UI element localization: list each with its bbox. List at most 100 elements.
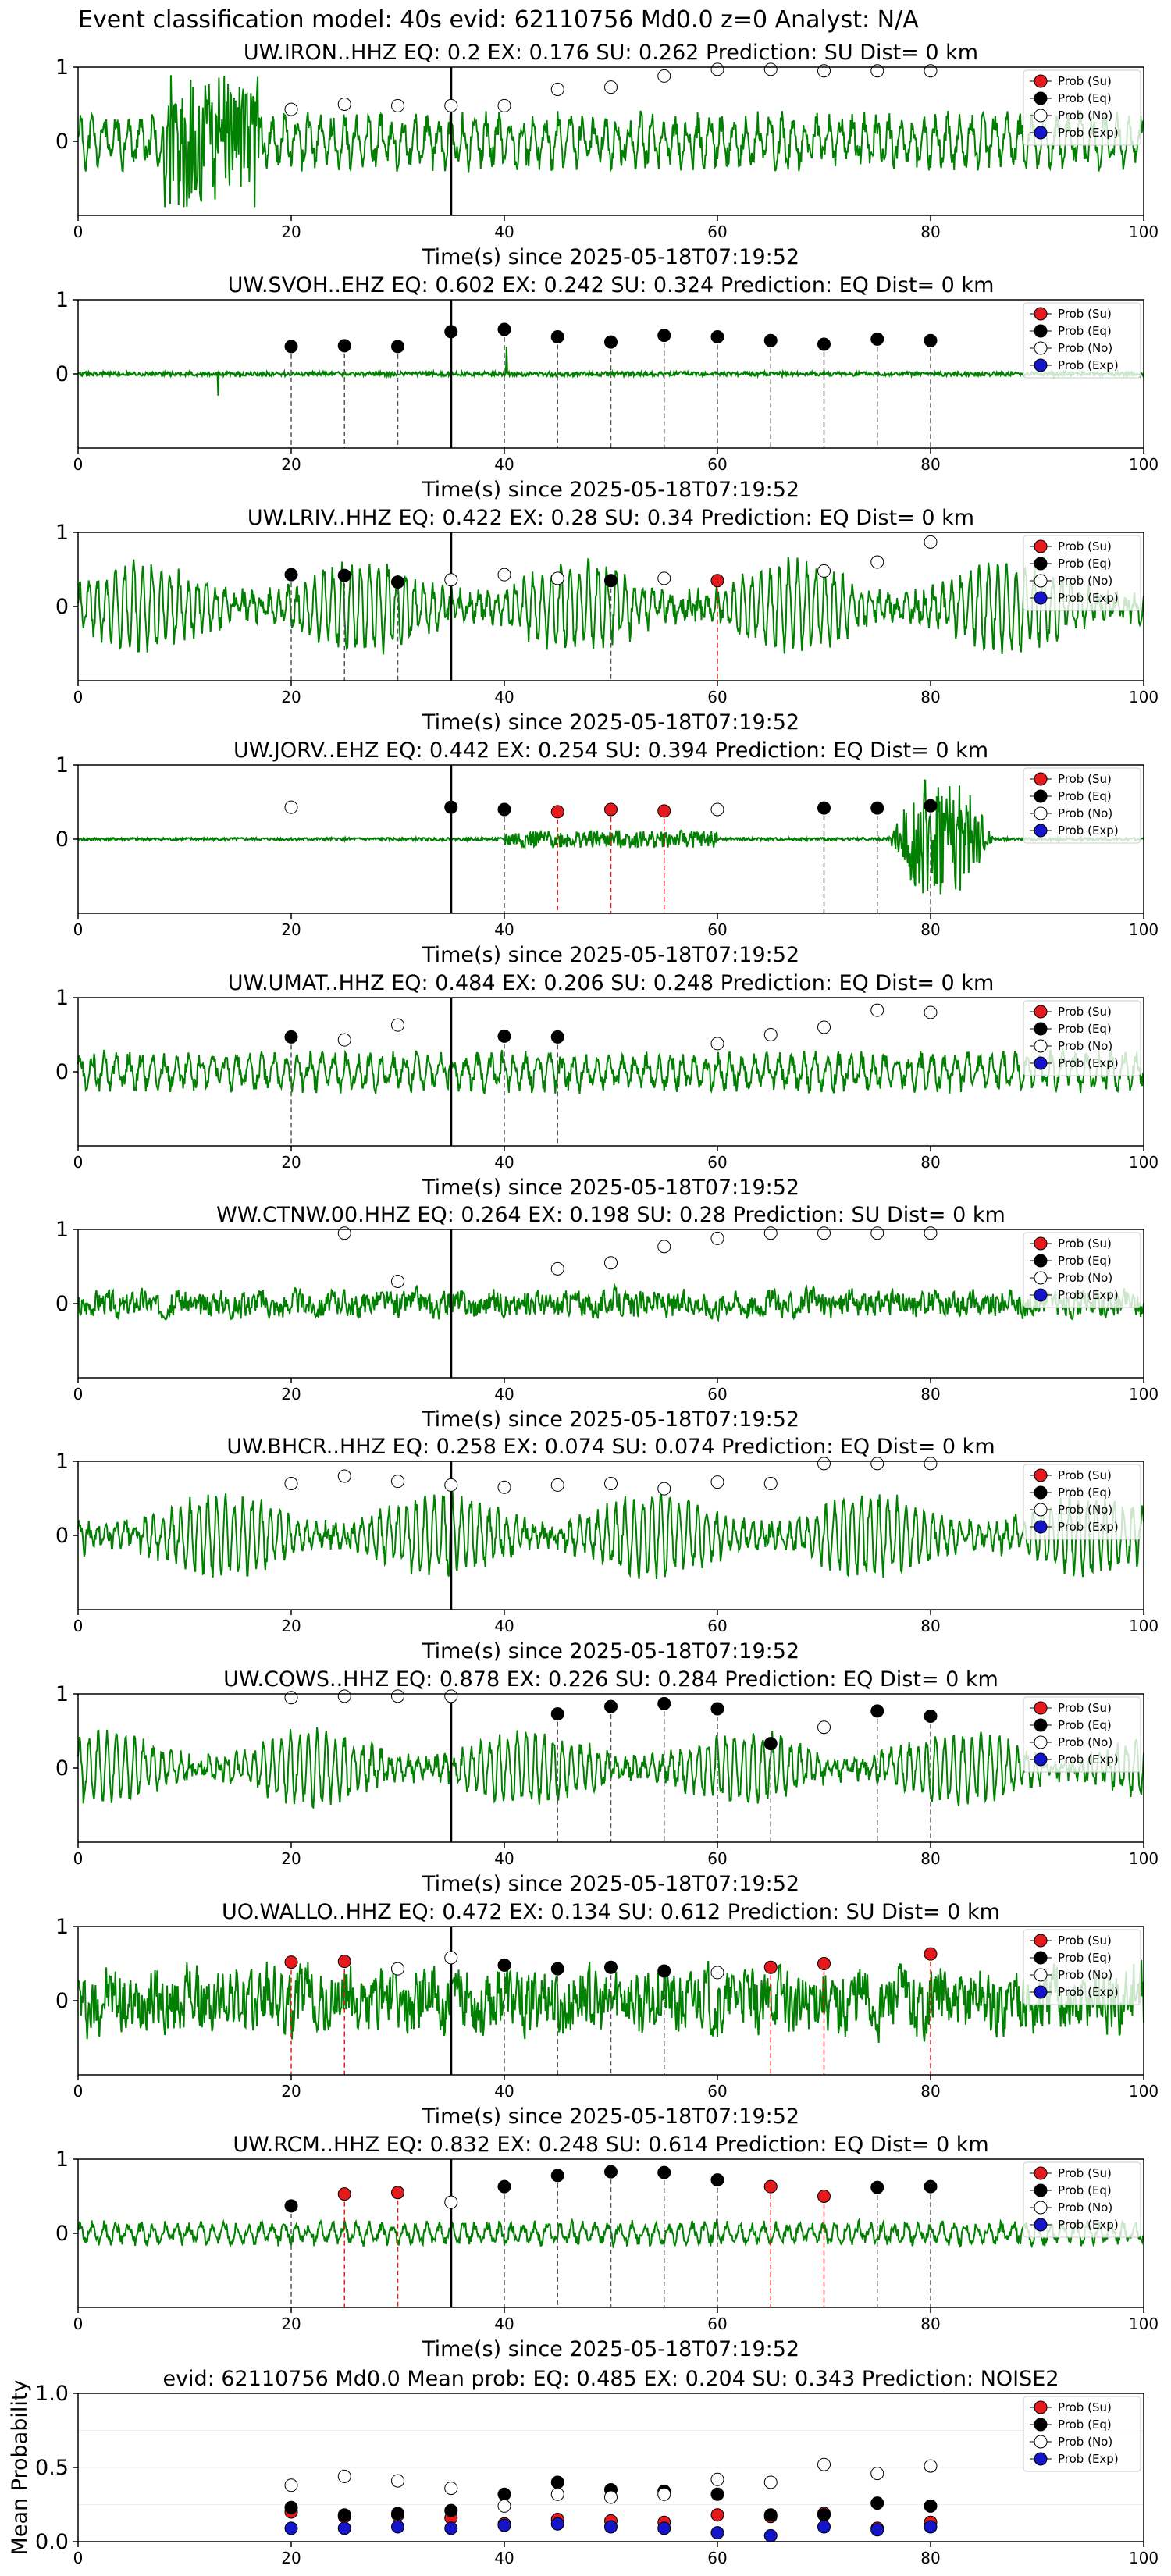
legend-label: Prob (Eq) xyxy=(1058,2183,1112,2197)
station-panel-5: WW.CTNW.00.HHZ EQ: 0.264 EX: 0.198 SU: 0… xyxy=(55,1203,1159,1432)
legend-marker-su xyxy=(1034,1005,1048,1019)
prob-point-su xyxy=(817,1957,831,1970)
legend-frame xyxy=(1023,1929,1141,2005)
x-tick-label: 80 xyxy=(920,1617,940,1635)
legend-marker-su xyxy=(1034,307,1048,321)
x-tick-label: 100 xyxy=(1129,2314,1159,2333)
y-tick-label: 1 xyxy=(55,986,69,1010)
y-tick-label: 1 xyxy=(55,1218,69,1242)
legend-label: Prob (No) xyxy=(1058,1271,1112,1285)
legend-marker-su xyxy=(1034,1468,1048,1482)
prob-point-eq xyxy=(817,337,831,351)
prob-point-eq xyxy=(550,1707,564,1721)
prob-point-no xyxy=(817,1226,831,1240)
x-tick-label: 100 xyxy=(1129,688,1159,706)
legend-label: Prob (Su) xyxy=(1058,74,1112,88)
x-tick-label: 60 xyxy=(707,1849,727,1868)
legend-marker-exp xyxy=(1034,1288,1048,1302)
prob-point-su xyxy=(391,2186,404,2200)
mean-prob-point-no xyxy=(604,2490,618,2504)
x-axis-label: Time(s) since 2025-05-18T07:19:52 xyxy=(422,2337,799,2361)
prob-point-eq xyxy=(284,1030,298,1044)
prob-point-su xyxy=(284,1955,298,1969)
legend-frame xyxy=(1023,69,1141,146)
legend-label: Prob (Exp) xyxy=(1058,1752,1119,1767)
panel-title: UW.UMAT..HHZ EQ: 0.484 EX: 0.206 SU: 0.2… xyxy=(228,971,995,995)
legend-label: Prob (Exp) xyxy=(1058,358,1119,372)
mean-prob-point-exp xyxy=(391,2520,404,2534)
prob-point-eq xyxy=(391,575,404,589)
legend-marker-no xyxy=(1034,1271,1048,1285)
x-tick-label: 80 xyxy=(920,2549,940,2567)
x-tick-label: 60 xyxy=(707,2549,727,2567)
prob-point-no xyxy=(870,64,884,78)
x-tick-label: 20 xyxy=(281,1849,301,1868)
prob-point-eq xyxy=(550,1962,564,1976)
legend-marker-exp xyxy=(1034,824,1048,838)
mean-prob-point-eq xyxy=(924,2499,938,2513)
legend-label: Prob (Exp) xyxy=(1058,1056,1119,1070)
legend-marker-no xyxy=(1034,1039,1048,1053)
prob-point-eq xyxy=(604,1699,618,1713)
panel-title: UW.LRIV..HHZ EQ: 0.422 EX: 0.28 SU: 0.34… xyxy=(247,506,974,530)
mean-prob-point-exp xyxy=(284,2521,298,2535)
figure-title: Event classification model: 40s evid: 62… xyxy=(78,6,919,34)
prob-point-no xyxy=(550,1478,564,1492)
station-panel-9: UW.RCM..HHZ EQ: 0.832 EX: 0.248 SU: 0.61… xyxy=(55,2133,1159,2361)
legend-label: Prob (Su) xyxy=(1058,772,1112,786)
prob-point-eq xyxy=(497,2179,511,2194)
x-tick-label: 0 xyxy=(73,2549,84,2567)
mean-prob-point-no xyxy=(924,2459,938,2473)
mean-prob-point-no xyxy=(817,2457,831,2471)
mean-prob-point-no xyxy=(337,2469,351,2483)
legend-marker-su xyxy=(1034,2166,1048,2180)
x-tick-label: 80 xyxy=(920,920,940,939)
prob-point-eq xyxy=(763,1737,778,1751)
mean-prob-point-eq xyxy=(550,2475,564,2489)
mean-prob-point-exp xyxy=(497,2518,511,2532)
legend-marker-su xyxy=(1034,772,1048,786)
legend-label: Prob (No) xyxy=(1058,109,1112,123)
legend-marker-exp xyxy=(1034,1056,1048,1070)
y-axis-label: Mean Probability xyxy=(8,2380,32,2556)
x-tick-label: 80 xyxy=(920,2314,940,2333)
legend-label: Prob (Eq) xyxy=(1058,324,1112,338)
legend-marker-exp xyxy=(1034,126,1048,140)
y-tick-label: 0 xyxy=(55,362,69,386)
x-tick-label: 100 xyxy=(1129,1385,1159,1404)
legend-marker-exp xyxy=(1034,358,1048,372)
legend-label: Prob (Exp) xyxy=(1058,1520,1119,1534)
x-tick-label: 20 xyxy=(281,2549,301,2567)
x-tick-label: 0 xyxy=(73,1849,84,1868)
prob-point-eq xyxy=(337,568,351,582)
x-tick-label: 100 xyxy=(1129,2082,1159,2101)
legend-frame xyxy=(1023,1696,1141,1773)
legend-label: Prob (Su) xyxy=(1058,539,1112,553)
x-tick-label: 80 xyxy=(920,688,940,706)
prob-point-eq xyxy=(710,2173,724,2187)
prob-point-eq xyxy=(604,335,618,349)
legend-marker-no xyxy=(1034,1968,1048,1982)
y-tick-label: 0 xyxy=(55,2222,69,2246)
legend-label: Prob (Su) xyxy=(1058,1701,1112,1715)
legend-marker-eq xyxy=(1034,2183,1048,2197)
legend-label: Prob (Exp) xyxy=(1058,1288,1119,1302)
prob-point-no xyxy=(550,1261,564,1276)
x-tick-label: 0 xyxy=(73,222,84,241)
mean-prob-point-eq xyxy=(817,2508,831,2522)
x-tick-label: 60 xyxy=(707,920,727,939)
panel-title: evid: 62110756 Md0.0 Mean prob: EQ: 0.48… xyxy=(162,2367,1059,2391)
x-tick-label: 0 xyxy=(73,1385,84,1404)
x-tick-label: 20 xyxy=(281,1617,301,1635)
prob-point-no xyxy=(870,1457,884,1471)
legend-marker-exp xyxy=(1034,2452,1048,2466)
mean-prob-point-exp xyxy=(817,2520,831,2534)
x-tick-label: 0 xyxy=(73,1617,84,1635)
mean-prob-point-no xyxy=(497,2499,511,2513)
prob-point-no xyxy=(763,1226,778,1240)
legend-label: Prob (Exp) xyxy=(1058,824,1119,838)
x-tick-label: 60 xyxy=(707,2082,727,2101)
legend-marker-exp xyxy=(1034,1752,1048,1767)
legend-marker-no xyxy=(1034,806,1048,820)
